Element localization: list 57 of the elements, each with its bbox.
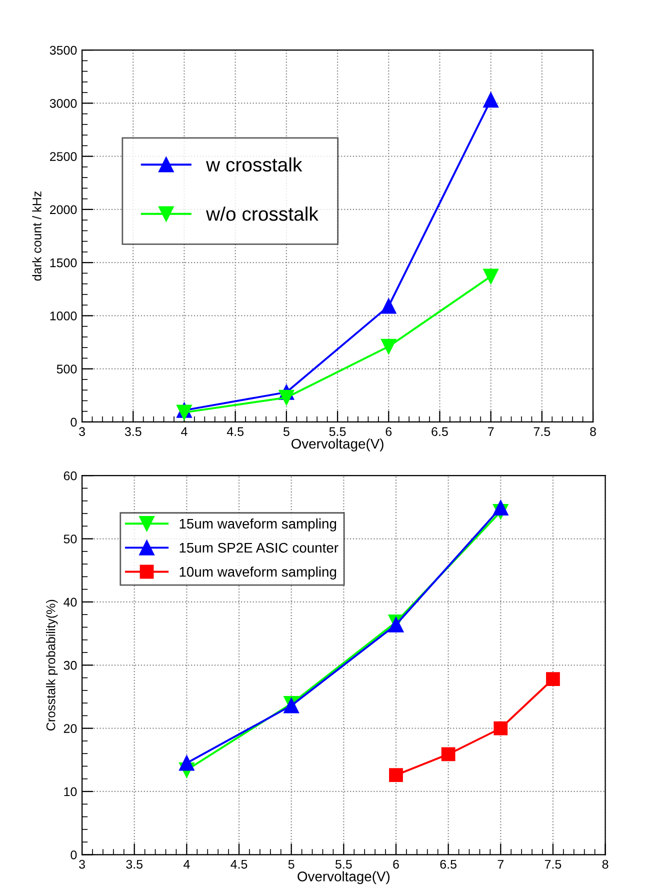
y-tick-label: 50 [64, 534, 77, 544]
x-tick-label: 6.5 [440, 860, 456, 869]
y-axis-title: Crosstalk probability(%) [46, 600, 58, 730]
legend-label: w crosstalk [206, 157, 302, 172]
x-tick-label: 6.5 [432, 427, 448, 436]
x-tick-label: 3 [79, 860, 85, 869]
point [389, 768, 403, 782]
y-tick-label: 0 [70, 418, 77, 427]
y-tick-label: 3000 [50, 98, 77, 108]
x-tick-label: 3.5 [124, 427, 142, 436]
x-tick-label: 7.5 [544, 860, 562, 869]
x-tick-label: 4.5 [230, 860, 248, 869]
y-tick-label: 60 [64, 471, 77, 480]
point [278, 390, 294, 406]
x-tick-label: 3 [79, 427, 85, 436]
x-tick-label: 7 [498, 860, 504, 869]
y-tick-label: 0 [70, 850, 77, 860]
x-tick-label: 4.5 [226, 427, 244, 436]
y-tick-label: 30 [64, 660, 77, 670]
x-tick-label: 8 [590, 427, 596, 436]
y-tick-label: 3500 [50, 46, 77, 55]
point [546, 672, 560, 686]
y-tick-label: 10 [64, 787, 77, 796]
y-tick-label: 1000 [50, 312, 77, 320]
point [483, 268, 498, 284]
point [483, 92, 498, 108]
legend-label: 15um SP2E ASIC counter [180, 542, 338, 553]
legend-label: 10um waveform sampling [180, 566, 336, 580]
point [179, 755, 194, 771]
x-tick-label: 8 [602, 860, 608, 869]
x-tick-label: 3.5 [126, 860, 143, 869]
x-tick-label: 7.5 [534, 427, 550, 436]
point [380, 338, 396, 354]
x-tick-label: 4 [181, 427, 188, 436]
x-tick-label: 5 [283, 427, 290, 436]
point [441, 747, 456, 762]
x-axis-title: Overvoltage(V) [298, 871, 390, 884]
y-tick-label: 20 [64, 724, 77, 733]
point [494, 721, 508, 736]
x-axis-title: Overvoltage(V) [291, 438, 384, 452]
point [493, 500, 508, 516]
x-tick-label: 5 [288, 860, 294, 869]
x-tick-label: 5.5 [329, 427, 346, 436]
x-tick-label: 7 [488, 427, 494, 436]
y-tick-label: 40 [64, 598, 77, 607]
x-tick-label: 6 [386, 427, 392, 436]
x-tick-label: 4 [184, 860, 190, 869]
point [380, 298, 396, 314]
y-tick-label: 2500 [50, 152, 77, 161]
y-axis-title: dark count / kHz [32, 191, 42, 281]
y-tick-label: 2000 [50, 205, 77, 214]
y-tick-label: 1500 [50, 258, 77, 268]
legend-label: w/o crosstalk [206, 206, 318, 221]
legend-label: 15um waveform sampling [180, 518, 336, 532]
y-tick-label: 500 [56, 364, 77, 374]
x-tick-label: 6 [393, 860, 399, 869]
x-tick-label: 5.5 [335, 860, 352, 869]
